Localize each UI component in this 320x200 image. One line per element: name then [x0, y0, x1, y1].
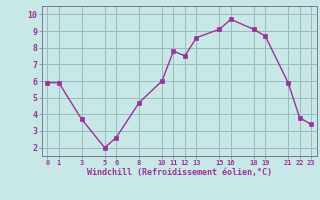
X-axis label: Windchill (Refroidissement éolien,°C): Windchill (Refroidissement éolien,°C) [87, 168, 272, 177]
